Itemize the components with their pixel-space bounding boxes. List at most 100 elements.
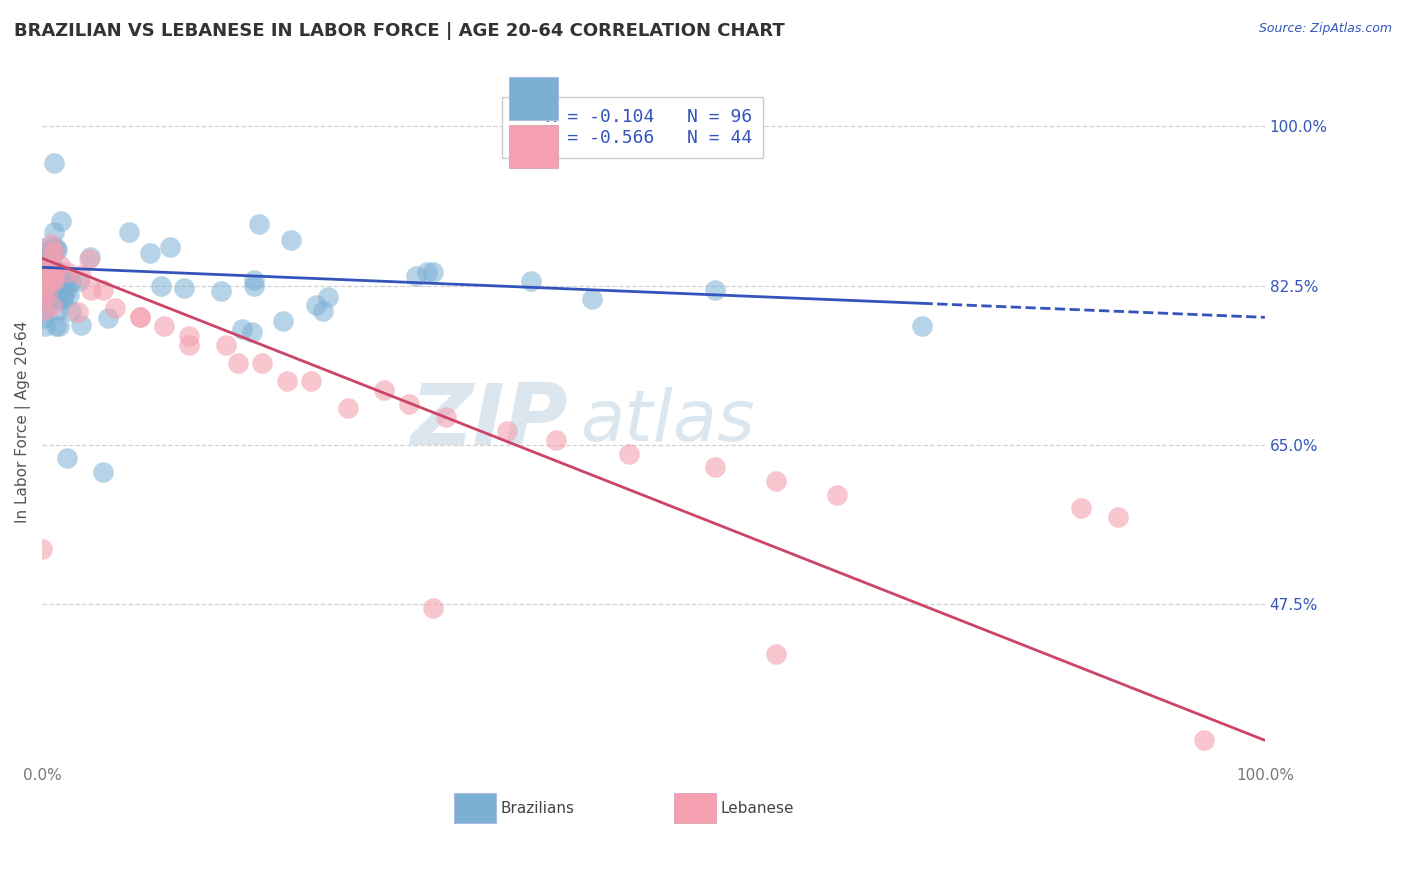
- Point: [544, 433, 567, 447]
- Point: [70, 268, 93, 283]
- Point: [911, 319, 934, 334]
- Point: [37, 293, 59, 308]
- Point: [32, 302, 55, 317]
- Point: [173, 281, 195, 295]
- Point: [231, 322, 253, 336]
- Point: [31, 542, 53, 557]
- Point: [243, 279, 266, 293]
- Text: Lebanese: Lebanese: [721, 801, 794, 816]
- Point: [37, 261, 59, 276]
- Point: [32, 251, 55, 265]
- Point: [55, 284, 77, 298]
- Point: [42, 279, 65, 293]
- Point: [305, 298, 328, 312]
- Point: [209, 285, 232, 299]
- Point: [35, 300, 58, 314]
- Point: [240, 326, 263, 340]
- Point: [44, 244, 66, 259]
- Point: [214, 337, 236, 351]
- Point: [250, 356, 273, 370]
- Point: [37, 244, 59, 258]
- Point: [35, 289, 58, 303]
- Point: [34, 298, 56, 312]
- Point: [38, 260, 60, 275]
- Point: [59, 304, 82, 318]
- Point: [34, 271, 56, 285]
- Point: [55, 265, 77, 279]
- Point: [49, 214, 72, 228]
- Point: [312, 304, 335, 318]
- Point: [37, 278, 59, 293]
- Point: [45, 319, 67, 334]
- Point: [138, 246, 160, 260]
- Point: [44, 246, 66, 260]
- Point: [38, 273, 60, 287]
- Point: [66, 305, 89, 319]
- Point: [37, 267, 59, 281]
- Text: atlas: atlas: [581, 387, 755, 457]
- Point: [276, 374, 298, 388]
- Point: [31, 283, 53, 297]
- Point: [1192, 733, 1215, 747]
- Point: [703, 460, 725, 475]
- Point: [336, 401, 359, 416]
- Point: [299, 374, 322, 388]
- Point: [242, 273, 264, 287]
- Point: [35, 273, 58, 287]
- Point: [117, 225, 139, 239]
- Point: [32, 273, 55, 287]
- Point: [1070, 501, 1092, 516]
- Point: [1107, 510, 1129, 524]
- Point: [249, 217, 271, 231]
- Point: [495, 424, 517, 438]
- Point: [39, 268, 62, 282]
- Point: [39, 263, 62, 277]
- Point: [46, 271, 69, 285]
- Point: [316, 290, 339, 304]
- Point: [41, 299, 63, 313]
- Point: [44, 225, 66, 239]
- Point: [59, 276, 82, 290]
- Point: [32, 259, 55, 273]
- Point: [97, 311, 120, 326]
- Point: [177, 328, 200, 343]
- Point: [55, 268, 77, 282]
- Text: Source: ZipAtlas.com: Source: ZipAtlas.com: [1258, 22, 1392, 36]
- Point: [37, 248, 59, 262]
- Point: [48, 292, 70, 306]
- Point: [41, 240, 63, 254]
- Point: [67, 274, 90, 288]
- Point: [104, 301, 127, 316]
- Point: [271, 313, 294, 327]
- Point: [77, 252, 100, 266]
- Point: [32, 276, 55, 290]
- Point: [44, 155, 66, 169]
- Point: [46, 285, 69, 300]
- Point: [91, 283, 114, 297]
- Point: [31, 241, 53, 255]
- Point: [37, 286, 59, 301]
- Point: [520, 274, 543, 288]
- Text: Brazilians: Brazilians: [501, 801, 575, 816]
- Point: [58, 287, 80, 301]
- Point: [42, 270, 65, 285]
- Text: R = -0.104   N = 96
   R = -0.566   N = 44: R = -0.104 N = 96 R = -0.566 N = 44: [513, 108, 752, 147]
- FancyBboxPatch shape: [675, 793, 716, 823]
- Point: [44, 262, 66, 277]
- Point: [38, 274, 60, 288]
- Point: [825, 488, 848, 502]
- Point: [765, 474, 787, 488]
- Point: [48, 266, 70, 280]
- FancyBboxPatch shape: [454, 793, 496, 823]
- Point: [39, 268, 62, 283]
- Point: [280, 233, 302, 247]
- Point: [617, 447, 640, 461]
- Point: [765, 647, 787, 661]
- Point: [41, 247, 63, 261]
- Point: [70, 318, 93, 332]
- Point: [48, 319, 70, 334]
- Point: [373, 383, 395, 397]
- Point: [39, 247, 62, 261]
- Point: [49, 268, 72, 283]
- Point: [703, 283, 725, 297]
